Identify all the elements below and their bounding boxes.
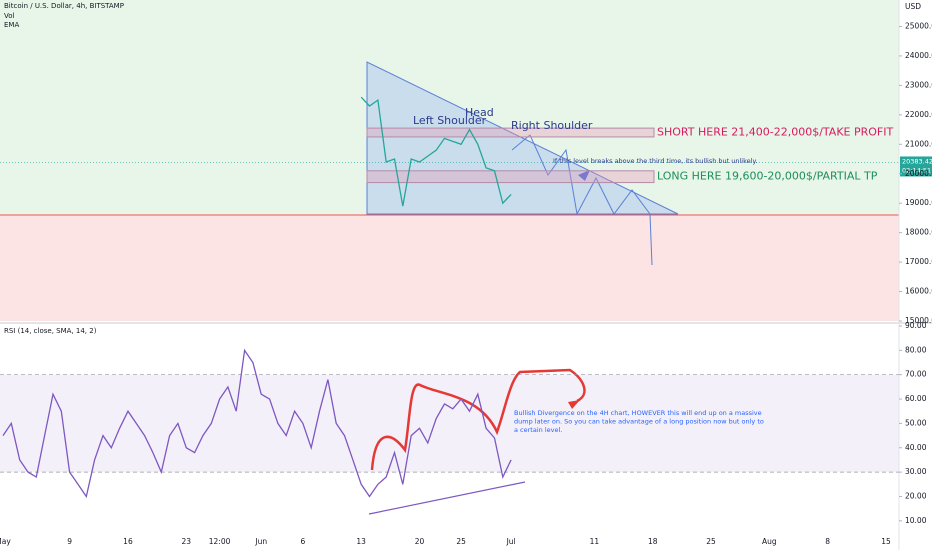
- y-tick-label: 20.00: [905, 491, 927, 500]
- indicator-label: Vol: [4, 12, 15, 20]
- zone-label: SHORT HERE 21,400-22,000$/TAKE PROFIT: [657, 126, 893, 139]
- last-price-tag: [900, 156, 932, 177]
- y-tick-label: 90.00: [905, 321, 927, 330]
- y-tick-label: 16000.00: [905, 287, 932, 296]
- y-tick-label: 40.00: [905, 443, 927, 452]
- x-tick-label: Aug: [762, 537, 777, 546]
- arrow: [578, 170, 590, 181]
- annotation: a certain level.: [514, 426, 562, 434]
- x-tick-label: 25: [706, 537, 716, 546]
- y-tick-label: 24000.00: [905, 51, 932, 60]
- last-price-label: 20383.42: [902, 157, 932, 165]
- y-tick-label: 21000.00: [905, 139, 932, 148]
- y-tick-label: 18000.00: [905, 228, 932, 237]
- x-tick-label: 13: [356, 537, 366, 546]
- rsi-band: [0, 374, 899, 473]
- annotation: dump later on. So you can take advantage…: [514, 418, 764, 426]
- background: [0, 0, 899, 473]
- y-tick-label: 19000.00: [905, 198, 932, 207]
- x-tick-label: 18: [648, 537, 658, 546]
- x-tick-label: 8: [825, 537, 830, 546]
- y-tick-label: 23000.00: [905, 80, 932, 89]
- y-tick-label: 30.00: [905, 467, 927, 476]
- panel-title: RSI (14, close, SMA, 14, 2): [4, 327, 97, 335]
- y-tick-label: 25000.00: [905, 22, 932, 31]
- price-zone: [366, 127, 655, 138]
- y-tick-label: 20000.00: [905, 169, 932, 178]
- chart-title: Bitcoin / U.S. Dollar, 4h, BITSTAMP: [4, 2, 124, 10]
- x-tick-label: 16: [123, 537, 133, 546]
- zone-label: LONG HERE 19,600-20,000$/PARTIAL TP: [657, 170, 878, 183]
- annotation: If this level breaks above the third tim…: [553, 157, 757, 165]
- y-tick-label: 70.00: [905, 370, 927, 379]
- y-tick-label: 15000.00: [905, 316, 932, 325]
- y-tick-label: 60.00: [905, 394, 927, 403]
- x-tick-label: 6: [300, 537, 305, 546]
- y-tick-label: 50.00: [905, 418, 927, 427]
- y-tick-label: 22000.00: [905, 110, 932, 119]
- rsi-curve: [370, 368, 586, 471]
- x-tick-label: 15: [881, 537, 891, 546]
- y-tick-label: 17000.00: [905, 257, 932, 266]
- series-line: [2, 348, 512, 499]
- indicator-label: EMA: [4, 21, 19, 29]
- triangle: [366, 61, 679, 215]
- countdown: 02:14:51: [902, 166, 931, 174]
- annotation: Right Shoulder: [511, 119, 593, 132]
- x-tick-label: 12:00: [209, 537, 231, 546]
- axis-unit: USD: [905, 2, 921, 11]
- x-tick-label: Jun: [254, 537, 267, 546]
- x-tick-label: 11: [590, 537, 600, 546]
- x-tick-label: 9: [67, 537, 72, 546]
- annotation: Bullish Divergence on the 4H chart, HOWE…: [514, 409, 762, 417]
- annotation: Left Shoulder: [413, 114, 487, 127]
- series-line: [360, 96, 512, 207]
- y-tick-label: 80.00: [905, 345, 927, 354]
- x-tick-label: 20: [415, 537, 425, 546]
- annotation: Head: [465, 106, 494, 119]
- bull-zone: [0, 0, 899, 215]
- divergence-line: [368, 481, 526, 515]
- price-zone: [366, 170, 655, 184]
- arrow: [568, 400, 580, 409]
- bear-zone: [0, 214, 899, 321]
- projection: [511, 134, 653, 266]
- y-tick-label: 10.00: [905, 516, 927, 525]
- x-tick-label: 23: [181, 537, 191, 546]
- x-tick-label: May: [0, 537, 11, 546]
- x-tick-label: 25: [456, 537, 466, 546]
- x-tick-label: Jul: [506, 537, 516, 546]
